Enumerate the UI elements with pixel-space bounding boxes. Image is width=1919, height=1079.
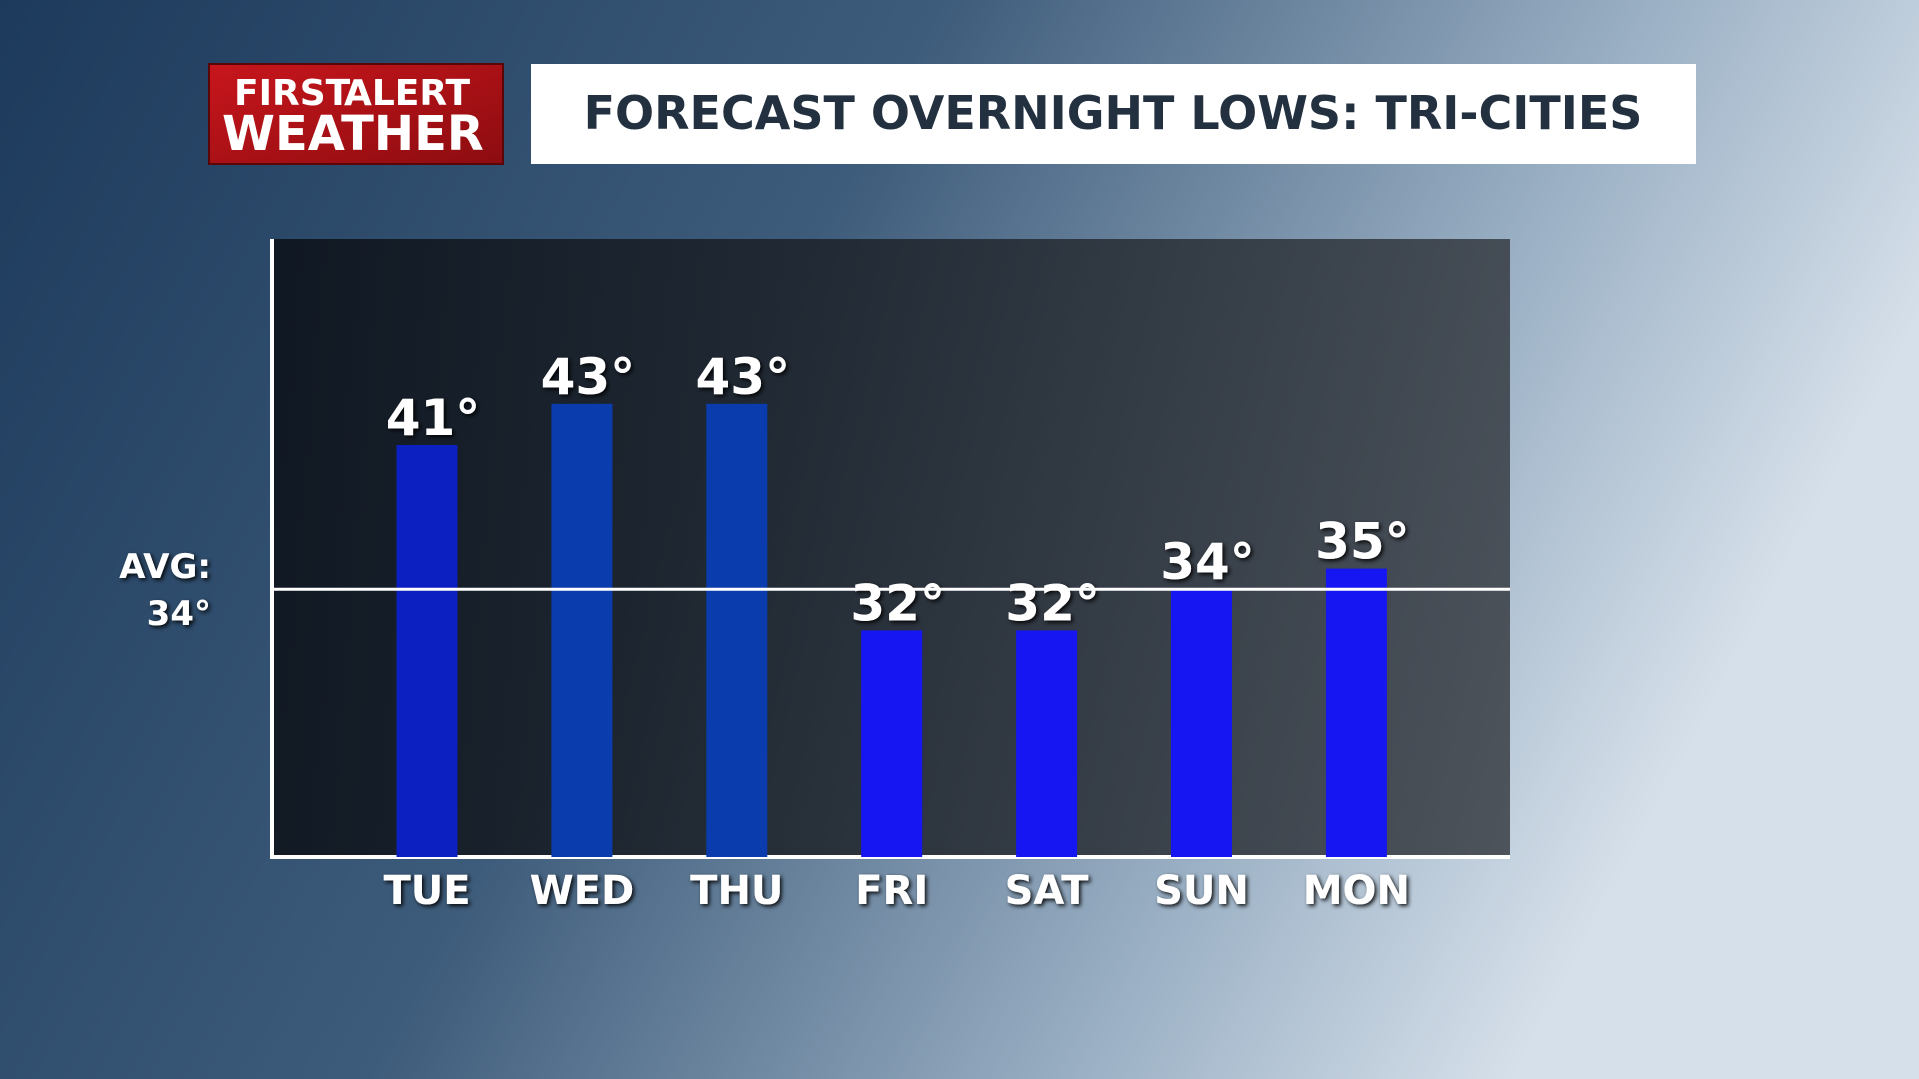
title-box [531,64,1696,164]
x-tick-label: TUE [383,868,470,914]
x-tick-label: THU [690,868,783,914]
value-label: 34° [1160,533,1255,591]
x-tick-label: WED [530,868,635,914]
x-tick-label: SUN [1154,868,1249,914]
logo-word: FIRST [234,73,351,114]
logo-box [208,63,504,165]
value-label: 43° [696,348,791,406]
x-tick-label: SAT [1005,868,1090,914]
bar [1171,589,1232,857]
bar [706,403,768,857]
bar [551,403,613,857]
bar [1016,630,1078,857]
value-label: 32° [1005,574,1100,632]
logo-word: WEATHER [222,106,484,162]
bar [861,630,923,857]
chart-title: FORECAST OVERNIGHT LOWS: TRI-CITIES [584,86,1643,140]
value-label: 35° [1315,513,1410,571]
reference-value-label: 34° [147,594,211,634]
value-label: 32° [850,574,945,632]
value-label: 43° [541,348,636,406]
x-tick-label: MON [1303,868,1410,914]
x-tick-label: FRI [855,868,928,914]
bar [1325,568,1387,857]
reference-label: AVG: [119,547,211,587]
bar [396,445,458,857]
value-label: 41° [386,389,481,447]
logo-word: ALERT [344,73,470,114]
